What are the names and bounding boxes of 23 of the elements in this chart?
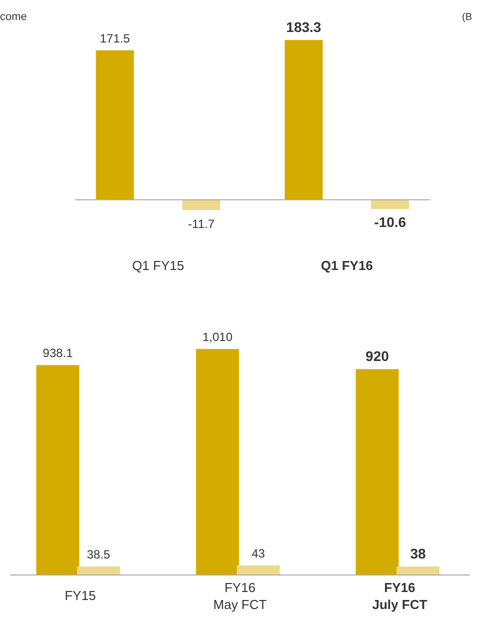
data-label: -10.6 xyxy=(374,214,406,230)
data-label: -11.7 xyxy=(188,217,215,231)
text: (B xyxy=(462,12,472,23)
bar xyxy=(396,566,440,575)
data-label: 38.5 xyxy=(86,547,111,562)
x-tick-label: FY16 July FCT xyxy=(372,580,428,612)
x-tick-label: FY15 xyxy=(64,588,96,603)
x-tick-label: FY16 May FCT xyxy=(213,580,267,612)
chart-title: come xyxy=(0,11,27,23)
data-label: 171.5 xyxy=(100,31,130,46)
bar xyxy=(236,565,280,575)
bar xyxy=(77,566,120,575)
data-label: 183.3 xyxy=(286,19,322,35)
bar xyxy=(196,349,240,575)
x-tick-label: Q1 FY16 xyxy=(320,258,373,273)
bar xyxy=(36,365,80,575)
data-label: 38 xyxy=(410,545,426,562)
x-tick-label: Q1 FY15 xyxy=(132,258,184,273)
data-label: 938.1 xyxy=(42,346,74,360)
bar xyxy=(356,369,399,575)
data-label: 920 xyxy=(366,348,390,364)
data-label: 1,010 xyxy=(202,330,233,344)
data-label: 43 xyxy=(252,546,266,560)
